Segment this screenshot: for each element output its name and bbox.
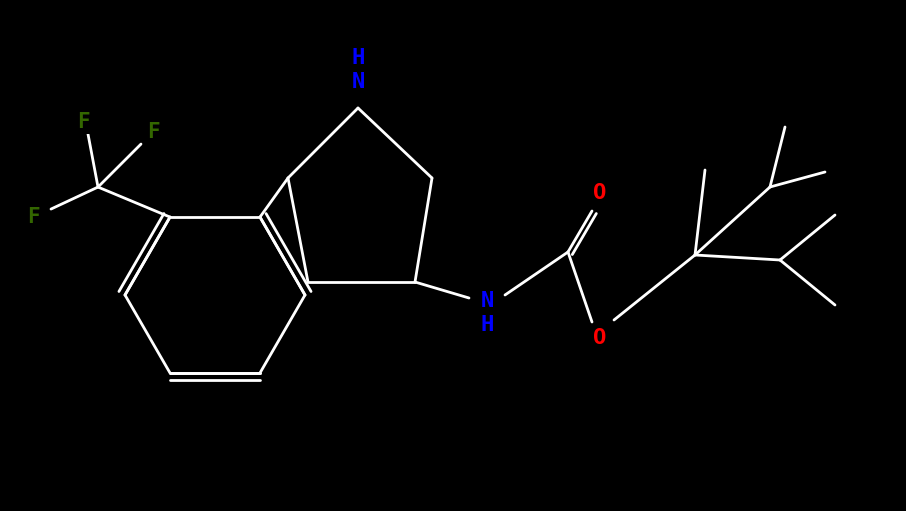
Text: F: F [147, 122, 159, 142]
Text: O: O [593, 328, 607, 348]
Text: H
N: H N [352, 49, 365, 91]
Text: F: F [77, 112, 90, 132]
Text: F: F [26, 207, 39, 227]
Text: N
H: N H [480, 291, 494, 335]
Text: O: O [593, 183, 607, 203]
